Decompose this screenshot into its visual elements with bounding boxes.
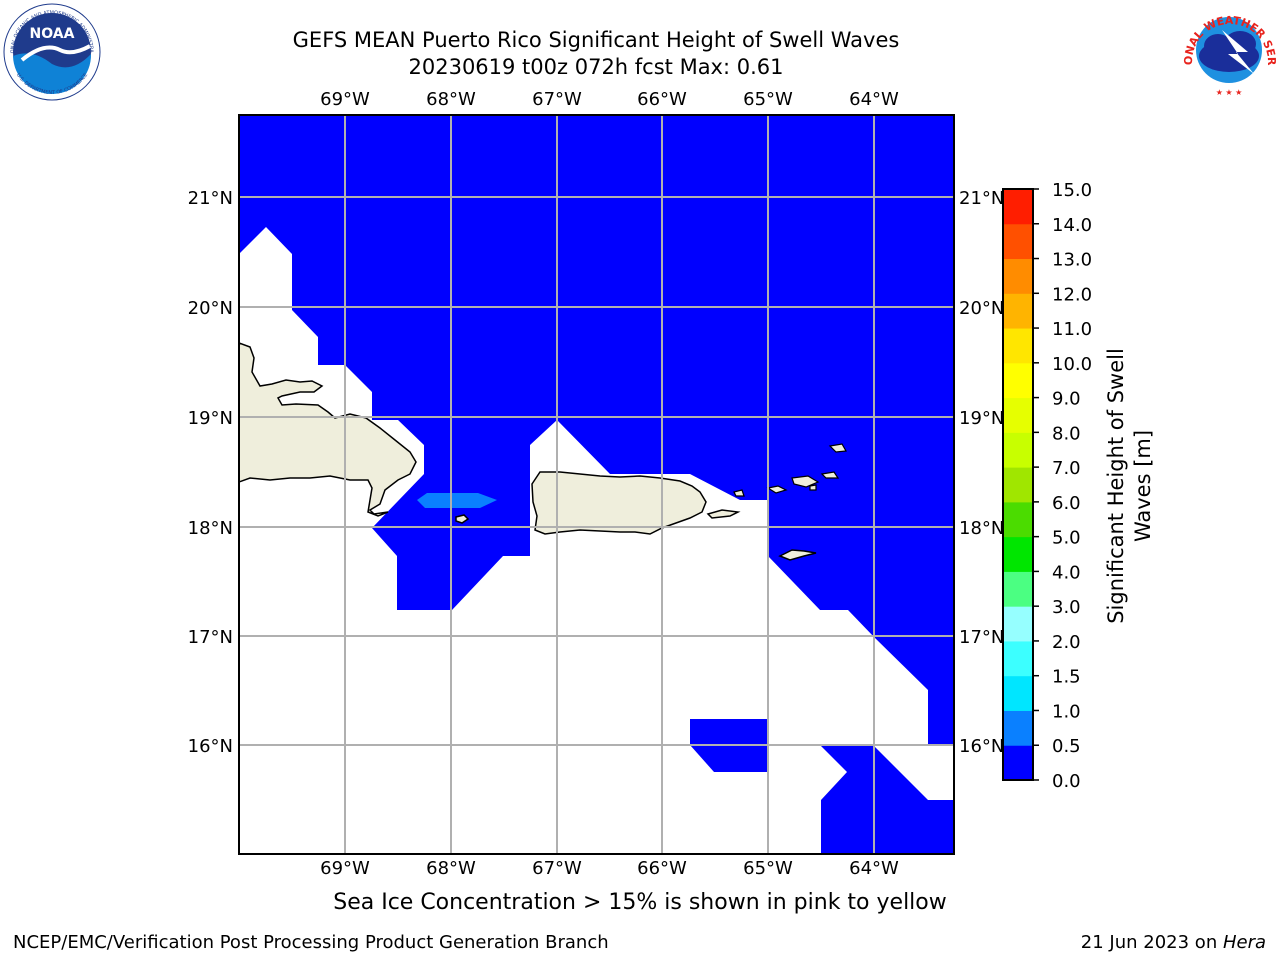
colorbar-tick-label: 14.0 (1052, 215, 1092, 236)
land-hispaniola (239, 342, 417, 517)
colorbar-tick-label: 1.0 (1052, 701, 1081, 722)
lon-tick-label-top: 65°W (743, 89, 793, 110)
land-vieques (706, 509, 741, 519)
lat-tick-label-left: 21°N (188, 188, 233, 209)
lon-tick-label-top: 64°W (849, 89, 899, 110)
colorbar-tick-label: 6.0 (1052, 493, 1081, 514)
swell-field-southeast (821, 745, 954, 854)
chart-title: GEFS MEAN Puerto Rico Significant Height… (292, 28, 900, 52)
lat-tick-label-left: 19°N (188, 408, 233, 429)
footer-date: 21 Jun 2023 on Hera (1081, 932, 1266, 953)
land-st-croix (778, 549, 817, 561)
colorbar-swatch (1003, 710, 1033, 746)
lat-tick-label-left: 17°N (188, 627, 233, 648)
lon-tick-label-top: 67°W (532, 89, 582, 110)
colorbar-tick-label: 7.0 (1052, 458, 1081, 479)
swell-band-mona (417, 493, 497, 508)
noaa-logo: NOAA NATIONAL OCEANIC AND ATMOSPHERIC AD… (2, 2, 101, 101)
colorbar-tick-label: 8.0 (1052, 423, 1081, 444)
lon-tick-label-bottom: 64°W (849, 858, 899, 879)
colorbar-tick-label: 5.0 (1052, 528, 1081, 549)
map-frame (238, 114, 955, 855)
colorbar-swatch (1003, 640, 1033, 677)
footer-date-text: 21 Jun 2023 on (1080, 932, 1223, 953)
lon-tick-label-bottom: 65°W (743, 858, 793, 879)
colorbar-swatch (1003, 328, 1033, 364)
colorbar-tick-label: 3.0 (1052, 597, 1081, 618)
colorbar-label-line1: Significant Height of Swell (1104, 348, 1128, 624)
colorbar-swatch (1003, 362, 1033, 399)
land-mona (455, 514, 470, 524)
colorbar: 0.0 0.5 1.0 1.5 2.0 3.0 4.0 5.0 6.0 7.0 8.0 9.0 10.0… (1002, 180, 1092, 792)
lon-tick-label-bottom: 69°W (320, 858, 370, 879)
colorbar-tick-label: 2.0 (1052, 632, 1081, 653)
colorbar-swatch (1003, 675, 1033, 711)
colorbar-tick-label: 13.0 (1052, 250, 1092, 271)
lat-tick-label-right: 21°N (959, 188, 1004, 209)
noaa-logo-text: NOAA (30, 26, 75, 42)
lat-tick-label-right: 19°N (959, 408, 1004, 429)
colorbar-swatch (1003, 223, 1033, 260)
colorbar-swatch (1003, 258, 1033, 294)
colorbar-tick-label: 9.0 (1052, 389, 1081, 410)
colorbar-frame (1002, 188, 1034, 781)
lon-tick-label-top: 69°W (320, 89, 370, 110)
lat-tick-label-right: 18°N (959, 518, 1004, 539)
map-area (239, 115, 954, 854)
colorbar-swatch (1003, 536, 1033, 572)
footer-credit: NCEP/EMC/Verification Post Processing Pr… (13, 932, 609, 953)
colorbar-swatch (1003, 606, 1033, 642)
colorbar-swatch (1003, 189, 1033, 225)
lon-tick-label-bottom: 67°W (532, 858, 582, 879)
lat-tick-label-left: 18°N (188, 518, 233, 539)
colorbar-tick-label: 15.0 (1052, 180, 1092, 201)
lon-tick-label-bottom: 66°W (637, 858, 687, 879)
colorbar-swatch (1003, 571, 1033, 607)
lon-tick-label-top: 66°W (637, 89, 687, 110)
colorbar-tick-label: 4.0 (1052, 562, 1081, 583)
lat-tick-label-left: 16°N (188, 736, 233, 757)
gridlines (239, 115, 954, 854)
colorbar-swatch (1003, 467, 1033, 503)
colorbar-label-line2: Waves [m] (1131, 430, 1155, 542)
colorbar-swatch (1003, 501, 1033, 538)
colorbar-tick-label: 11.0 (1052, 319, 1092, 340)
swell-field-east (768, 528, 954, 745)
footer-host: Hera (1222, 932, 1266, 953)
lon-tick-label-bottom: 68°W (426, 858, 476, 879)
lon-tick-label-top: 68°W (426, 89, 476, 110)
colorbar-swatch (1003, 745, 1033, 781)
nws-logo: NATIONAL WEATHER SERVICE ★ ★ ★ (1178, 0, 1278, 97)
lat-tick-label-right: 17°N (959, 627, 1004, 648)
colorbar-tick-label: 10.0 (1052, 354, 1092, 375)
lat-tick-label-right: 16°N (959, 736, 1004, 757)
lat-tick-label-left: 20°N (188, 298, 233, 319)
colorbar-tick-label: 12.0 (1052, 284, 1092, 305)
colorbar-swatch (1003, 293, 1033, 329)
colorbar-tick-label: 0.5 (1052, 736, 1081, 757)
chart-subtitle: 20230619 t00z 072h fcst Max: 0.61 (408, 55, 784, 79)
colorbar-tick-label: 0.0 (1052, 771, 1081, 792)
sea-ice-note: Sea Ice Concentration > 15% is shown in … (333, 890, 947, 915)
colorbar-tick-label: 1.5 (1052, 667, 1081, 688)
colorbar-swatch (1003, 397, 1033, 433)
colorbar-swatch (1003, 432, 1033, 468)
svg-text:★ ★ ★: ★ ★ ★ (1216, 88, 1243, 97)
lat-tick-label-right: 20°N (959, 298, 1004, 319)
land-virgin-islands (733, 443, 847, 497)
